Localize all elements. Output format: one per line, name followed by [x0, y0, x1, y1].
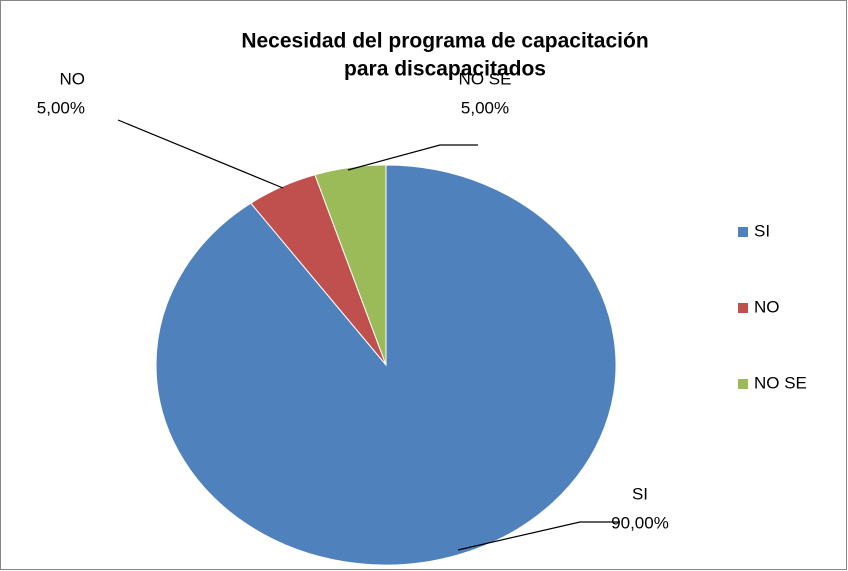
- data-label-category: NO SE: [459, 69, 512, 88]
- legend-label: NO: [754, 297, 780, 316]
- legend-swatch: [738, 379, 748, 389]
- data-label-value: 90,00%: [611, 513, 669, 532]
- data-label-category: NO: [60, 69, 86, 88]
- data-label-value: 5,00%: [37, 98, 85, 117]
- chart-title: para discapacitados: [344, 58, 546, 81]
- legend-label: SI: [754, 221, 770, 240]
- data-label-category: SI: [632, 484, 648, 503]
- data-label-value: 5,00%: [461, 98, 509, 117]
- pie-slice: [314, 164, 387, 366]
- leader-line: [117, 119, 284, 189]
- chart-title: Necesidad del programa de capacitación: [241, 30, 648, 53]
- leader-line: [347, 144, 478, 171]
- leader-line: [457, 521, 620, 551]
- legend-swatch: [738, 303, 748, 313]
- legend-label: NO SE: [754, 373, 807, 392]
- legend-swatch: [738, 227, 748, 237]
